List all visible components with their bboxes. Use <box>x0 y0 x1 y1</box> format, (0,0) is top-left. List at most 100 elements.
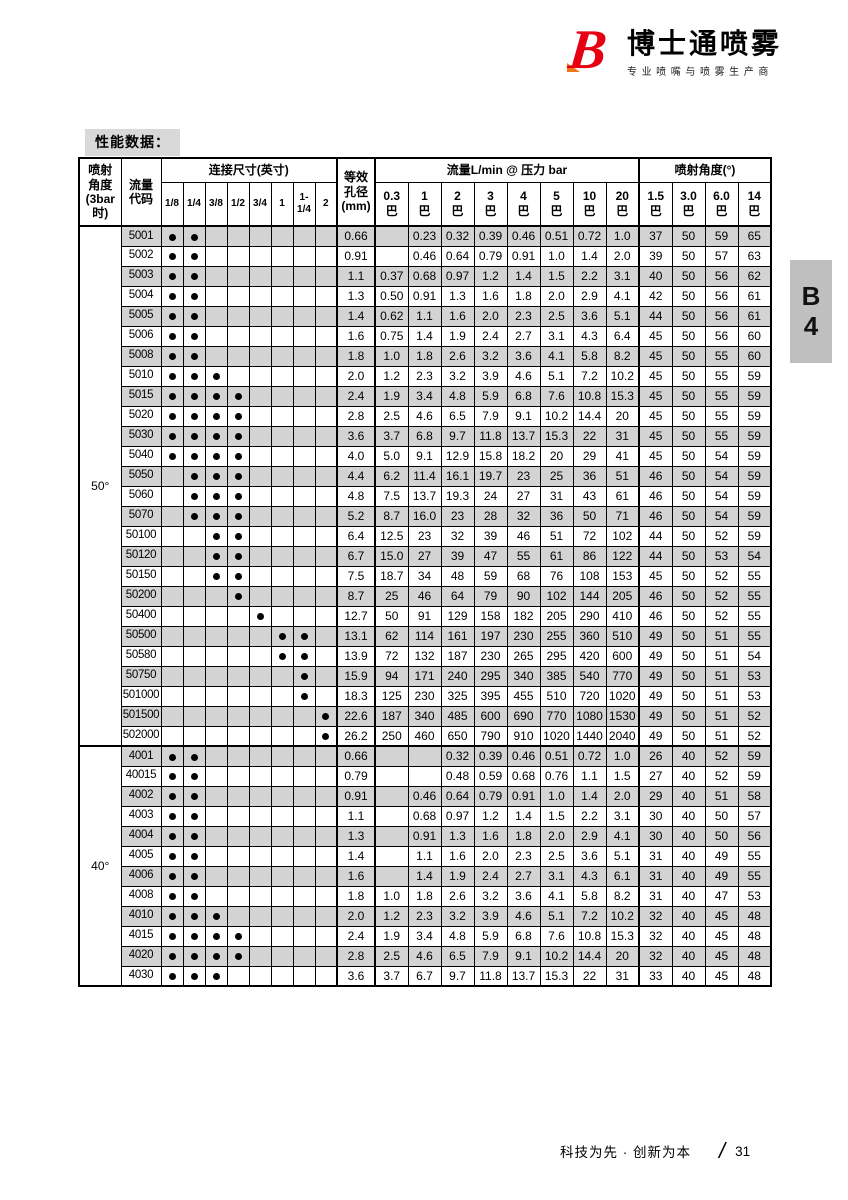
conn-dot-cell <box>160 685 184 707</box>
angle-value: 48 <box>737 945 772 967</box>
conn-dot-cell <box>314 905 338 927</box>
flow-value: 1.9 <box>374 925 409 947</box>
angle-value: 45 <box>638 425 673 447</box>
angle-value: 50 <box>671 585 706 607</box>
table-row: 50° 5001 0.66 0.23 0.32 0.39 0.46 0.51 0.72 1.0 37… <box>78 225 772 747</box>
conn-dot-cell <box>182 285 206 307</box>
table-row: 50100 6.4 12.5 23 32 39 46 51 72 102 44 50 52 59 <box>79 525 772 547</box>
conn-dot-cell <box>160 805 184 827</box>
conn-dot-cell <box>270 505 294 527</box>
flow-value: 295 <box>539 645 574 667</box>
flow-value: 460 <box>407 725 442 747</box>
flow-value: 0.79 <box>473 245 508 267</box>
angle-value: 40 <box>671 845 706 867</box>
angle-value: 61 <box>737 305 772 327</box>
chapter-tab-line2: 4 <box>803 310 819 341</box>
angle-value: 27 <box>638 765 673 787</box>
conn-dot-cell <box>270 945 294 967</box>
conn-dot-cell <box>182 445 206 467</box>
conn-dot-cell <box>204 545 228 567</box>
flow-value: 129 <box>440 605 475 627</box>
angle-value: 57 <box>737 805 772 827</box>
conn-dot-cell <box>292 345 316 367</box>
angle-value: 52 <box>704 765 739 787</box>
conn-dot-cell <box>204 645 228 667</box>
conn-dot-cell <box>270 705 294 727</box>
conn-dot-cell <box>204 565 228 587</box>
conn-dot-cell <box>160 565 184 587</box>
conn-dot-cell <box>226 905 250 927</box>
flow-value: 230 <box>473 645 508 667</box>
flow-value: 72 <box>374 645 409 667</box>
conn-dot-cell <box>204 805 228 827</box>
angle-value: 31 <box>638 885 673 907</box>
flow-value: 61 <box>539 545 574 567</box>
conn-dot-cell <box>248 805 272 827</box>
angle-value: 40 <box>671 745 706 767</box>
conn-dot-cell <box>182 485 206 507</box>
flow-value: 72 <box>572 525 607 547</box>
angle-value: 53 <box>737 665 772 687</box>
conn-dot-cell <box>248 385 272 407</box>
conn-dot-cell <box>204 365 228 387</box>
conn-dot-cell <box>226 545 250 567</box>
conn-dot-cell <box>182 965 206 987</box>
aperture-value: 12.7 <box>336 605 376 627</box>
dot-icon <box>168 893 176 901</box>
flow-code: 4002 <box>120 785 162 807</box>
conn-dot-cell <box>248 905 272 927</box>
flow-value: 15.3 <box>539 965 574 987</box>
conn-dot-cell <box>292 625 316 647</box>
flow-value: 14.4 <box>572 405 607 427</box>
flow-value: 1440 <box>572 725 607 747</box>
aperture-value: 1.8 <box>336 345 376 367</box>
dot-icon <box>168 853 176 861</box>
flow-code: 4006 <box>120 865 162 887</box>
flow-value: 7.5 <box>374 485 409 507</box>
conn-dot-cell <box>204 905 228 927</box>
flow-value: 3.1 <box>539 325 574 347</box>
aperture-value: 26.2 <box>336 725 376 747</box>
conn-dot-cell <box>314 425 338 447</box>
flow-value: 340 <box>407 705 442 727</box>
conn-dot-cell <box>314 285 338 307</box>
angle-value: 50 <box>671 605 706 627</box>
flow-value: 0.68 <box>407 265 442 287</box>
flow-value: 1.0 <box>539 245 574 267</box>
conn-dot-cell <box>270 585 294 607</box>
flow-value: 1.8 <box>506 825 541 847</box>
flow-code: 5001 <box>120 225 162 247</box>
dot-icon <box>168 253 176 261</box>
dot-icon <box>212 513 220 521</box>
flow-value: 2.7 <box>506 865 541 887</box>
flow-value: 230 <box>506 625 541 647</box>
flow-value: 182 <box>506 605 541 627</box>
table-row: 5008 1.8 1.0 1.8 2.6 3.2 3.6 4.1 5.8 8.2 45 50 55 60 <box>79 345 772 367</box>
angle-value: 55 <box>704 425 739 447</box>
flow-value: 3.1 <box>605 805 640 827</box>
table-row: 4020 2.8 2.5 4.6 6.5 7.9 9.1 10.2 14.4 20 32 40 45 48 <box>79 945 772 967</box>
conn-dot-cell <box>270 545 294 567</box>
flow-value: 770 <box>539 705 574 727</box>
conn-dot-cell <box>270 345 294 367</box>
flow-value: 4.1 <box>605 825 640 847</box>
flow-code: 502000 <box>120 725 162 747</box>
conn-dot-cell <box>226 405 250 427</box>
flow-value: 2.5 <box>539 305 574 327</box>
angle-value: 50 <box>671 305 706 327</box>
flow-value: 2.2 <box>572 805 607 827</box>
conn-dot-cell <box>182 465 206 487</box>
conn-dot-cell <box>248 625 272 647</box>
aperture-value: 1.1 <box>336 805 376 827</box>
table-row: 5060 4.8 7.5 13.7 19.3 24 27 31 43 61 46 50 54 59 <box>79 485 772 507</box>
table-row: 50500 13.1 62 114 161 197 230 255 360 510 49 50 51 55 <box>79 625 772 647</box>
table-row: 40° 4001 0.66 0.32 0.39 0.46 0.51 0.72 1.0 26 40 52… <box>78 745 772 987</box>
conn-dot-cell <box>248 465 272 487</box>
conn-dot-cell <box>182 325 206 347</box>
conn-dot-cell <box>226 505 250 527</box>
conn-dot-cell <box>270 725 294 747</box>
flow-value: 22 <box>572 965 607 987</box>
angle-value: 59 <box>737 425 772 447</box>
flow-value: 10.8 <box>572 925 607 947</box>
conn-dot-cell <box>182 505 206 527</box>
